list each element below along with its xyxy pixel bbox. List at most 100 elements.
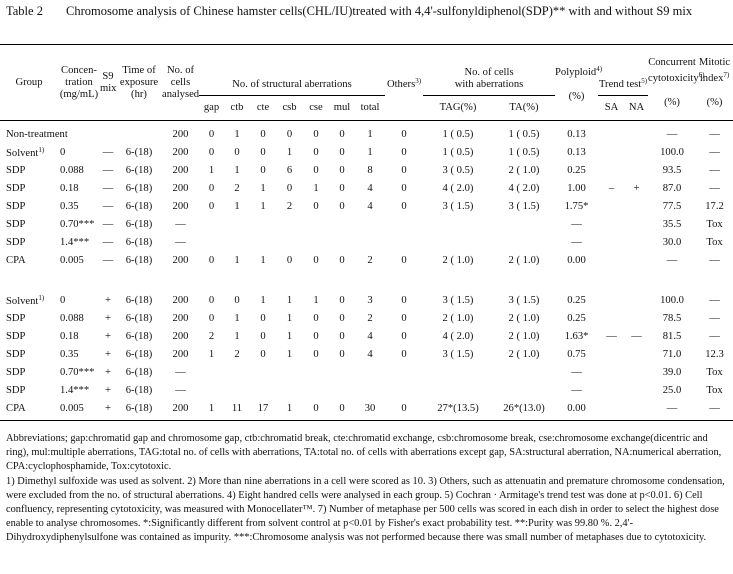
table-cell: 0: [313, 348, 319, 360]
table-cell: 87.0: [662, 182, 682, 194]
table-cell: 1: [234, 128, 240, 140]
table-cell: [329, 381, 355, 399]
table-cell: 1: [234, 312, 240, 324]
table-cell: 1: [286, 348, 293, 360]
table-cell: 2 ( 1.0): [442, 312, 474, 324]
table-cell: 0: [286, 254, 293, 266]
table-cell: 93.5: [662, 164, 682, 176]
table-cell: 3 ( 0.5): [442, 164, 474, 176]
table-cell: 25.0: [662, 384, 682, 396]
table-cell: 2 ( 1.0): [508, 254, 540, 266]
header-unit: (%): [568, 90, 585, 102]
table-cell: 0: [313, 312, 319, 324]
table-cell: 6-(18): [125, 366, 153, 378]
caption: Table 2 Chromosome analysis of Chinese h…: [6, 4, 726, 19]
table-cell: +: [105, 384, 111, 396]
table-cell: 81.5: [662, 330, 682, 342]
table-cell: 1: [260, 200, 266, 212]
table-cell: 1.4***: [60, 236, 90, 248]
table-cell: 0: [401, 128, 407, 140]
table-cell: 0.25: [567, 164, 586, 176]
table-row: Non-treatment 200 0 1 0 0 0 0 1 0 1 ( 0.5) 1 ( 0.5)…: [0, 121, 733, 144]
table-cell: [493, 363, 555, 381]
table-cell: [625, 309, 648, 327]
group-cell: SDP: [0, 363, 58, 381]
footnote-ref: 1): [38, 145, 45, 154]
header-text: Mitotic index: [698, 56, 731, 84]
table-cell: —: [102, 218, 114, 230]
table-cell: [598, 215, 625, 233]
footnote-ref: 7): [723, 70, 730, 79]
table-cell: 1: [286, 294, 293, 306]
table-cell: 2: [208, 330, 215, 342]
table-cell: [303, 233, 329, 251]
table-cell: 1: [260, 182, 266, 194]
header-text: Polyploid: [555, 66, 597, 78]
table-cell: [625, 291, 648, 309]
table-cell: 3 ( 1.5): [442, 294, 474, 306]
data-table: Group Concen- tration (mg/mL) S9 mix Tim…: [0, 44, 733, 421]
table-cell: —: [102, 182, 114, 194]
table-cell: [385, 215, 423, 233]
group-name: Solvent: [6, 147, 39, 159]
table-cell: [598, 381, 625, 399]
table-cell: 27*(13.5): [423, 399, 493, 421]
table-cell: 1: [260, 294, 266, 306]
table-cell: 0: [401, 294, 407, 306]
table-cell: 35.5: [662, 218, 682, 230]
table-cell: 200: [172, 254, 189, 266]
group-cell: SDP: [0, 233, 58, 251]
table-cell: [224, 233, 250, 251]
table-cell: 6-(18): [125, 146, 153, 158]
table-cell: 1: [199, 399, 224, 421]
table-cell: 6-(18): [125, 312, 153, 324]
group-name: CPA: [6, 402, 26, 414]
table-cell: 1: [313, 294, 319, 306]
table-row: SDP 0.18 — 6-(18) 200 0 2 1 0 1 0 4 0 4 ( 2.0) 4 ( 2.0…: [0, 179, 733, 197]
table-cell: 11: [224, 399, 250, 421]
table-cell: 2: [367, 254, 373, 266]
table-cell: [423, 363, 493, 381]
table-cell: 0: [401, 330, 407, 342]
table-cell: 0: [339, 330, 345, 342]
table-cell: 26*(13.0): [493, 399, 556, 421]
table-cell: 1: [313, 182, 319, 194]
table-cell: [329, 363, 355, 381]
table-cell: 0: [401, 146, 407, 158]
table-cell: 200: [172, 294, 189, 306]
table-row: SDP 1.4*** +6-(18) — — 25.0 Tox: [0, 381, 733, 399]
table-cell: —: [606, 330, 617, 342]
table-cell: 0: [208, 146, 215, 158]
table-cell: Tox: [706, 218, 723, 230]
table-cell: 1.63*: [564, 330, 589, 342]
sub-header-cell: SA: [598, 95, 626, 121]
header-cell: No. of structural aberrations: [199, 44, 385, 96]
table-cell: [598, 399, 626, 421]
abbreviations: Abbreviations; gap:chromatid gap and chr…: [6, 433, 722, 472]
table-cell: [100, 121, 116, 144]
table-cell: [199, 233, 224, 251]
table-cell: 0: [286, 182, 293, 194]
table-cell: —: [709, 330, 720, 342]
table-cell: 3 ( 1.5): [508, 200, 540, 212]
table-cell: 200: [172, 128, 189, 140]
table-cell: —: [102, 164, 114, 176]
table-cell: [625, 399, 649, 421]
table-row: CPA 0.005 — 6-(18) 200 0 1 1 0 0 0 2 0 2 ( 1.0) 2 ( 1.…: [0, 251, 733, 269]
table-cell: 4 ( 2.0): [442, 182, 474, 194]
table-cell: —: [709, 254, 720, 266]
group-name: SDP: [6, 366, 26, 378]
table-cell: —: [709, 312, 720, 324]
table-cell: 78.5: [662, 312, 682, 324]
table-row: Solvent1) 0—6-(18) 200 0 0 0 1 0 0 1 0 1 ( 0.5) 1 ( …: [0, 143, 733, 161]
table-cell: +: [105, 366, 111, 378]
table-cell: 1.4***: [60, 384, 90, 396]
table-row: SDP 0.35—6-(18) 200 0 1 1 2 0 0 4 0 3 ( 1.5) 3 ( 1.5…: [0, 197, 733, 215]
group-cell: SDP: [0, 309, 58, 327]
group-cell: Non-treatment: [0, 121, 68, 144]
table-cell: 1 ( 0.5): [508, 146, 540, 158]
table-cell: [199, 381, 224, 399]
table-cell: +: [105, 348, 111, 360]
table-cell: 4 ( 2.0): [442, 330, 474, 342]
group-cell: SDP: [0, 345, 58, 363]
